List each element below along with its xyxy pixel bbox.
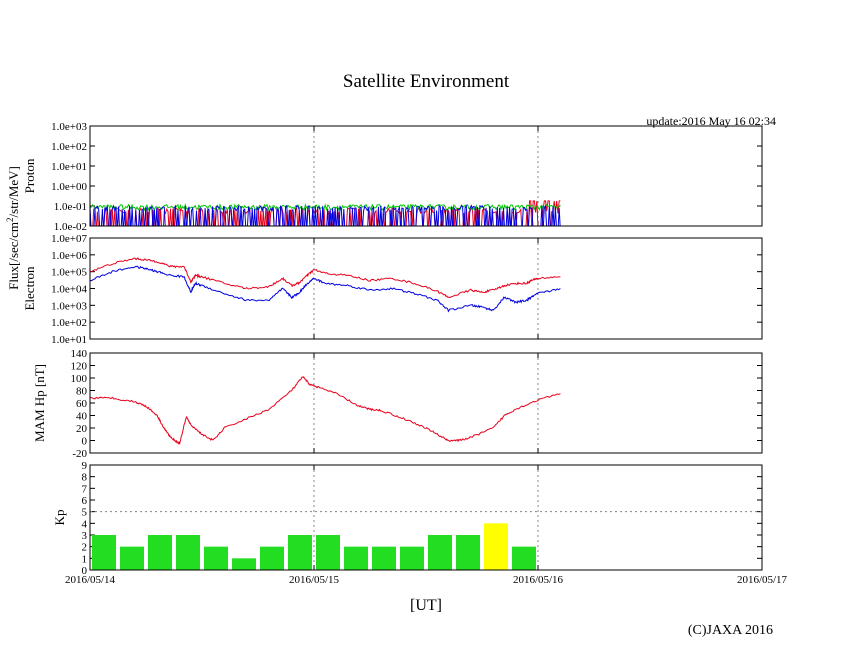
panel-ylabel: Electron	[22, 266, 37, 311]
y-tick-label: 100	[71, 373, 88, 385]
panel-frame	[89, 352, 763, 454]
y-tick-label: 1.0e+03	[51, 121, 87, 133]
chart-title: Satellite Environment	[343, 71, 510, 92]
series-electron-blue	[90, 265, 561, 313]
y-tick-label: 1.0e+01	[51, 334, 87, 346]
panel-ylabel: MAM Hp [nT]	[32, 364, 47, 442]
kp-bar	[512, 546, 536, 570]
y-tick-label: 1.0e+07	[51, 233, 87, 245]
x-tick-label: 2016/05/15	[289, 574, 340, 586]
y-tick-label: 0	[82, 565, 88, 577]
y-tick-label: 0	[82, 436, 88, 448]
x-tick-label: 2016/05/16	[513, 574, 564, 586]
y-tick-label: 1.0e+00	[51, 181, 87, 193]
y-tick-label: 8	[82, 472, 88, 484]
y-tick-label: 40	[76, 411, 88, 423]
kp-bar	[232, 558, 256, 570]
kp-bar	[176, 535, 200, 570]
y-tick-label: 1.0e+02	[51, 317, 87, 329]
kp-bar	[204, 546, 228, 570]
y-tick-label: 7	[82, 483, 88, 495]
y-tick-label: 1.0e+04	[51, 284, 87, 296]
panel-ylabel: Kp	[52, 510, 67, 526]
y-tick-label: 140	[71, 348, 88, 360]
panels: 1.0e+03 1.0e+02 1.0e+01 1.0e+00 1.0e-01 1.0e-…	[22, 121, 788, 586]
update-timestamp: update:2016 May 16 02:34	[646, 114, 776, 128]
kp-bar	[288, 535, 312, 570]
kp-bar	[92, 535, 116, 570]
x-axis-label: [UT]	[410, 597, 442, 614]
panel-proton: 1.0e+03 1.0e+02 1.0e+01 1.0e+00 1.0e-01 1.0e-…	[22, 121, 763, 233]
series-proton-red	[90, 200, 561, 226]
y-tick-label: 2	[82, 542, 88, 554]
kp-bar	[120, 546, 144, 570]
x-tick-label: 2016/05/14	[65, 574, 116, 586]
y-tick-label: 1.0e-02	[54, 221, 87, 233]
kp-bar	[344, 546, 368, 570]
shared-flux-label: Flux[/sec/cm2/str/MeV]	[5, 166, 21, 290]
y-tick-label: 1.0e+02	[51, 141, 87, 153]
x-tick-label: 2016/05/17	[737, 574, 788, 586]
kp-bar	[372, 546, 396, 570]
panel-frame	[89, 464, 763, 571]
y-tick-label: 120	[71, 361, 88, 373]
y-tick-label: 1.0e-01	[54, 201, 87, 213]
y-tick-label: 20	[76, 423, 88, 435]
kp-bar	[148, 535, 172, 570]
y-tick-label: 1	[82, 553, 88, 565]
kp-bar	[316, 535, 340, 570]
kp-bar	[400, 546, 424, 570]
kp-bar	[484, 523, 508, 570]
y-tick-label: 6	[82, 495, 88, 507]
panel-ylabel: Proton	[22, 158, 37, 193]
series-proton-green	[90, 203, 561, 212]
y-tick-label: 5	[82, 507, 88, 519]
copyright: (C)JAXA 2016	[688, 623, 773, 638]
y-tick-label: 1.0e+03	[51, 300, 87, 312]
y-tick-label: 1.0e+01	[51, 161, 87, 173]
panel-electron: 1.0e+07 1.0e+06 1.0e+05 1.0e+04 1.0e+03 1.0e+…	[22, 233, 763, 346]
y-tick-label: 60	[76, 398, 88, 410]
kp-bar	[260, 546, 284, 570]
y-tick-label: 1.0e+05	[51, 267, 87, 279]
panel-frame	[89, 125, 763, 227]
series-electron-red	[90, 257, 561, 299]
panel-frame	[89, 237, 763, 340]
kp-bar	[428, 535, 452, 570]
y-tick-label: 9	[82, 460, 88, 472]
kp-bar	[456, 535, 480, 570]
y-tick-label: 4	[82, 518, 88, 530]
series-mam-hp	[90, 376, 561, 445]
y-tick-label: 1.0e+06	[51, 250, 87, 262]
series-proton-blue	[90, 204, 561, 226]
y-tick-label: 3	[82, 530, 88, 542]
y-tick-label: 80	[76, 386, 88, 398]
y-tick-label: -20	[72, 448, 87, 460]
